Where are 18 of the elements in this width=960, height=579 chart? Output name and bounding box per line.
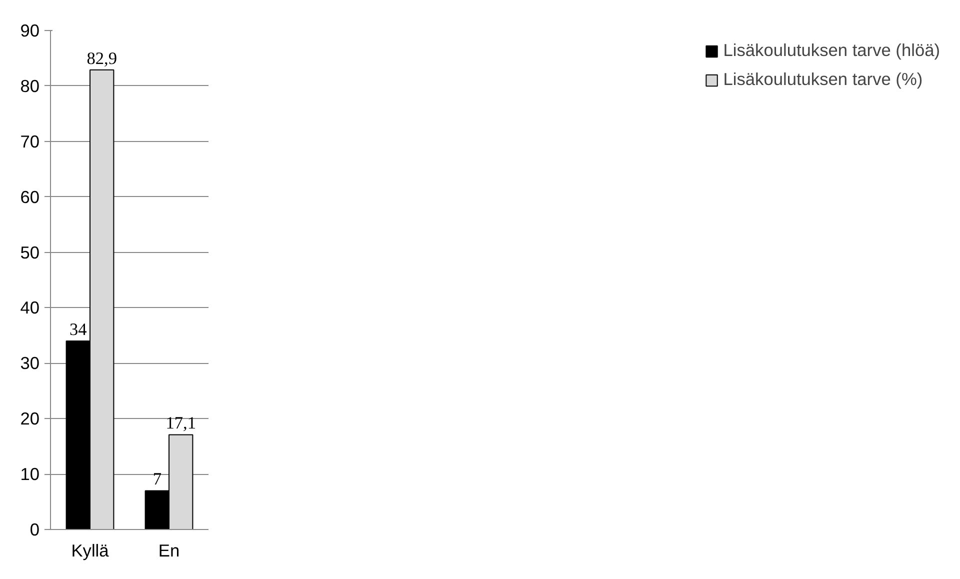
y-tick-label: 20	[20, 408, 40, 429]
y-tick-label: 50	[20, 242, 40, 262]
data-label: 7	[152, 470, 162, 489]
x-tick-label: Kyllä	[71, 540, 110, 560]
y-tick-label: 10	[20, 464, 40, 484]
y-tick-label: 40	[20, 298, 40, 318]
data-label: 82,9	[86, 48, 118, 68]
y-tick-label: 30	[20, 353, 40, 374]
y-tick-label: 70	[20, 131, 40, 152]
y-tick-label: 80	[20, 76, 40, 96]
y-tick-label: 90	[20, 20, 40, 40]
y-tick-label: 0	[30, 520, 40, 540]
legend-label: Lisäkoulutuksen tarve (%)	[723, 69, 923, 90]
x-tick-label: En	[158, 540, 180, 560]
legend-label: Lisäkoulutuksen tarve (hlöä)	[723, 40, 940, 61]
data-label: 34	[69, 320, 88, 339]
data-label: 17,1	[166, 414, 196, 433]
y-tick-label: 60	[20, 186, 40, 207]
